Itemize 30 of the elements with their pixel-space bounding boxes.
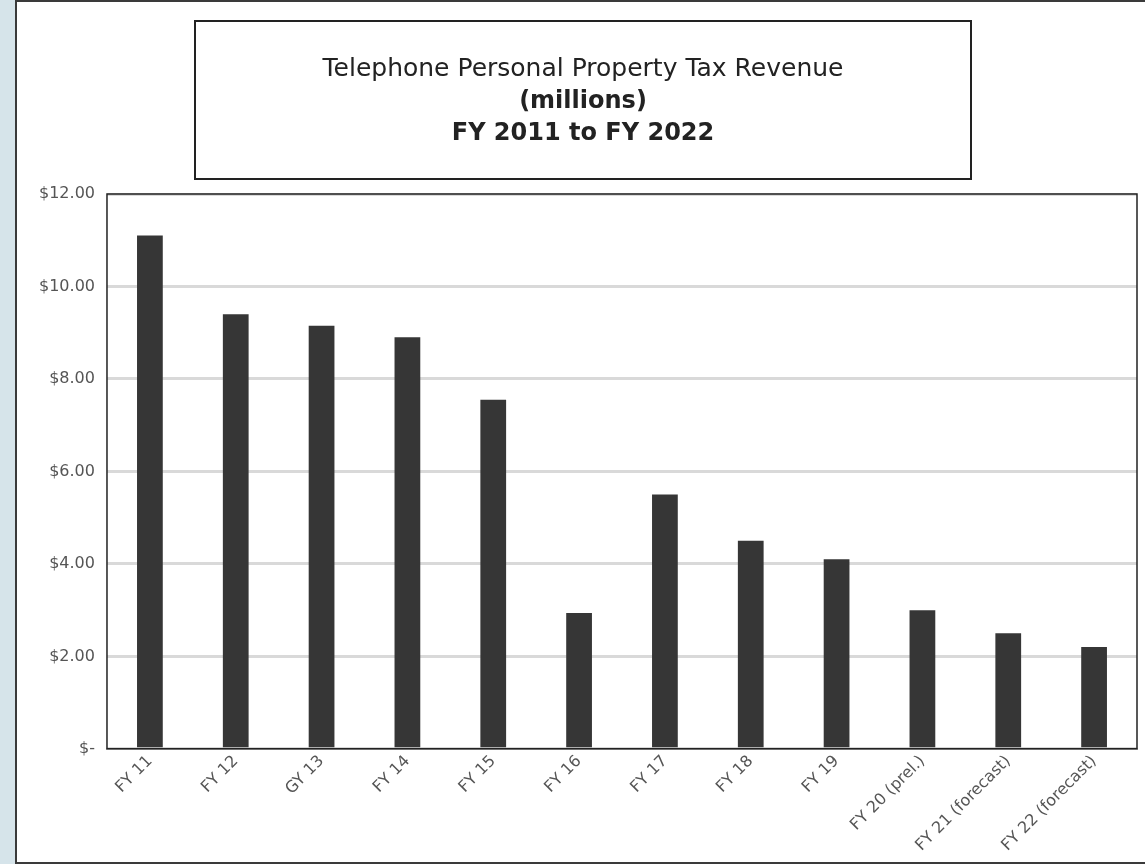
bar	[737, 540, 764, 748]
y-tick-label: $-	[79, 737, 95, 757]
bar	[652, 494, 678, 748]
y-tick-label: $2.00	[49, 645, 95, 665]
x-tick-label: FY 17	[625, 750, 671, 796]
bar	[137, 235, 163, 748]
x-tick-label: GY 13	[280, 750, 328, 798]
bar	[394, 337, 421, 748]
y-tick-label: $4.00	[49, 553, 95, 573]
x-tick-label: FY 12	[196, 750, 242, 796]
bar	[995, 633, 1022, 748]
chart-subtitle: (millions) FY 2011 to FY 2022	[450, 85, 716, 148]
bar	[909, 610, 936, 748]
bar	[1081, 647, 1107, 748]
bar	[308, 325, 335, 748]
y-tick-label: $6.00	[49, 460, 95, 480]
x-tick-label: FY 11	[110, 750, 156, 796]
bar	[480, 399, 507, 748]
chart-title: Telephone Personal Property Tax Revenue	[321, 52, 845, 84]
y-tick-label: $12.00	[39, 183, 95, 203]
x-tick-label: FY 15	[454, 750, 500, 796]
x-tick-label: FY 18	[711, 750, 757, 796]
x-tick-label: FY 16	[540, 750, 585, 796]
y-tick-label: $8.00	[49, 368, 95, 388]
x-tick-label: FY 14	[368, 750, 414, 796]
bar	[566, 612, 592, 748]
bar	[222, 314, 249, 748]
y-tick-label: $10.00	[39, 275, 95, 295]
bar	[823, 559, 850, 748]
x-tick-label: FY 19	[797, 750, 843, 796]
